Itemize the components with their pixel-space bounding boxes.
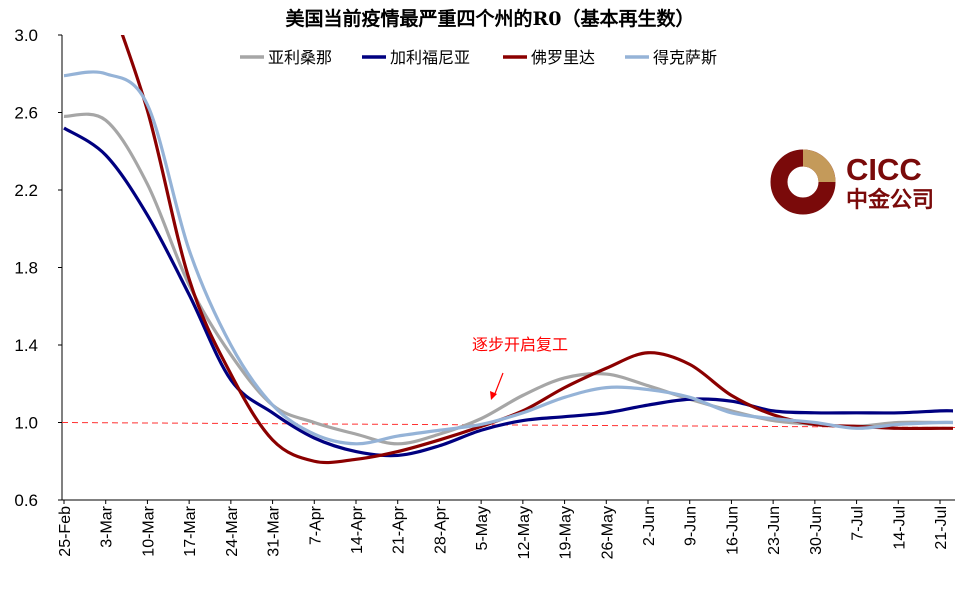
x-tick-label: 19-May: [558, 506, 575, 559]
annotation-text: 逐步开启复工: [472, 335, 568, 354]
annotation-arrow: [493, 372, 504, 397]
series-line-3: [63, 70, 954, 446]
y-tick-label: 1.4: [14, 336, 38, 355]
logo-gold-segment: [803, 149, 836, 182]
legend-label: 佛罗里达: [531, 48, 595, 67]
x-tick-label: 2-Jun: [641, 506, 658, 546]
y-tick-label: 1.0: [14, 414, 38, 433]
y-tick-label: 0.6: [14, 491, 38, 510]
x-tick-label: 21-Apr: [391, 505, 408, 554]
legend-label: 亚利桑那: [268, 48, 332, 67]
reference-line-r0-1: [61, 422, 956, 428]
x-axis: 25-Feb 3-Mar 10-Mar 17-Mar 24-Mar 31-Mar 7-Apr…: [57, 499, 955, 559]
x-tick-label: 7-Jul: [850, 506, 867, 541]
y-tick-label: 1.8: [14, 259, 38, 278]
y-axis: 0.6 1.0 1.4 1.8 2.2 2.6 3.0: [14, 26, 63, 510]
y-tick-label: 3.0: [14, 26, 38, 45]
x-tick-label: 9-Jun: [683, 506, 700, 546]
x-tick-label: 26-May: [599, 506, 616, 559]
annotation: 逐步开启复工: [472, 335, 568, 400]
legend-label: 得克萨斯: [653, 48, 717, 67]
x-tick-label: 12-May: [516, 506, 533, 559]
logo-text-cn: 中金公司: [846, 187, 934, 213]
x-tick-label: 14-Apr: [349, 505, 366, 554]
series-lines: [63, 35, 954, 465]
x-tick-label: 16-Jun: [724, 506, 741, 555]
x-tick-label: 24-Mar: [224, 505, 241, 556]
x-tick-label: 17-Mar: [182, 505, 199, 556]
x-tick-label: 23-Jun: [766, 506, 783, 555]
cicc-logo: CICC 中金公司: [770, 149, 934, 215]
legend: 亚利桑那 加利福尼亚 佛罗里达 得克萨斯: [240, 48, 717, 67]
series-line-1: [63, 126, 954, 458]
x-tick-label: 30-Jun: [808, 506, 825, 555]
x-tick-label: 28-Apr: [432, 505, 449, 554]
legend-label: 加利福尼亚: [390, 48, 470, 67]
chart-title: 美国当前疫情最严重四个州的R0（基本再生数）: [285, 7, 694, 30]
logo-text-en: CICC: [846, 152, 922, 187]
x-tick-label: 25-Feb: [57, 506, 74, 557]
x-tick-label: 31-Mar: [266, 505, 283, 556]
x-tick-label: 14-Jul: [891, 506, 908, 550]
x-tick-label: 3-Mar: [99, 505, 116, 547]
y-tick-label: 2.6: [14, 104, 38, 123]
x-tick-label: 10-Mar: [140, 505, 157, 556]
x-tick-label: 21-Jul: [933, 506, 950, 550]
x-tick-label: 5-May: [474, 506, 491, 550]
y-tick-label: 2.2: [14, 181, 38, 200]
annotation-arrowhead: [490, 391, 497, 400]
x-tick-label: 7-Apr: [307, 505, 324, 545]
